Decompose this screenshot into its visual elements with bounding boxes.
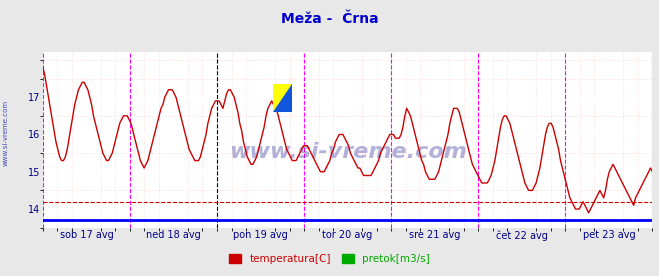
Text: www.si-vreme.com: www.si-vreme.com	[2, 99, 9, 166]
Text: Meža -  Črna: Meža - Črna	[281, 12, 378, 26]
Legend: temperatura[C], pretok[m3/s]: temperatura[C], pretok[m3/s]	[225, 250, 434, 268]
Text: www.si-vreme.com: www.si-vreme.com	[229, 142, 467, 162]
Polygon shape	[273, 84, 292, 112]
Polygon shape	[273, 84, 292, 112]
